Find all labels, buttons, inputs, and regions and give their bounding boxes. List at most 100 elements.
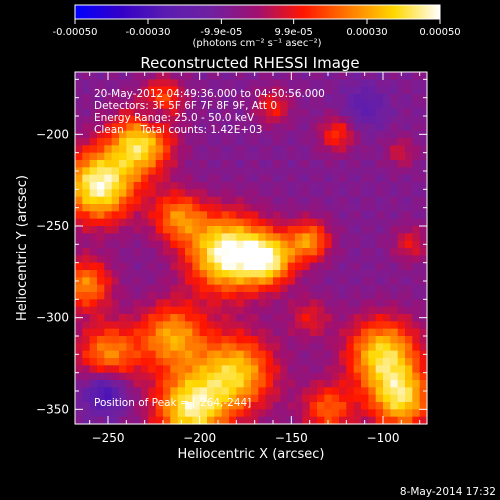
heatmap-cell [243, 167, 252, 176]
heatmap-cell [229, 138, 237, 146]
heatmap-cell [236, 372, 245, 381]
heatmap-cell [287, 94, 296, 102]
heatmap-cell [331, 262, 340, 271]
heatmap-cell [331, 380, 340, 388]
heatmap-cell [111, 196, 120, 205]
heatmap-cell [170, 284, 179, 293]
heatmap-cell [236, 116, 245, 124]
heatmap-cell [192, 380, 201, 388]
heatmap-cell [148, 358, 157, 366]
heatmap-cell [346, 182, 355, 190]
heatmap-cell [82, 167, 91, 176]
heatmap-cell [148, 174, 157, 183]
heatmap-cell [273, 182, 281, 190]
heatmap-cell [199, 79, 208, 88]
heatmap-cell [317, 292, 325, 300]
heatmap-cell [412, 233, 421, 242]
heatmap-cell [111, 218, 120, 227]
heatmap-cell [419, 262, 428, 271]
heatmap-cell [361, 394, 369, 403]
colorbar-unit-label: (photons cm⁻² s⁻¹ asec⁻²) [192, 38, 321, 49]
heatmap-cell [170, 160, 179, 168]
heatmap-cell [111, 72, 120, 80]
heatmap-cell [133, 350, 142, 359]
heatmap-cell [324, 138, 333, 146]
heatmap-cell [309, 138, 318, 146]
heatmap-cell [346, 145, 355, 154]
heatmap-cell [243, 123, 252, 132]
heatmap-cell [133, 174, 142, 183]
heatmap-cell [229, 409, 237, 418]
heatmap-cell [111, 416, 120, 425]
heatmap-cell [331, 321, 340, 330]
heatmap-cell [185, 101, 193, 110]
heatmap-cell [192, 138, 201, 146]
heatmap-cell [353, 123, 362, 132]
heatmap-cell [339, 402, 347, 410]
heatmap-cell [75, 416, 83, 425]
heatmap-cell [207, 167, 215, 176]
heatmap-cell [405, 108, 413, 117]
heatmap-cell [339, 160, 347, 168]
heatmap-cell [163, 387, 171, 396]
heatmap-cell [163, 108, 171, 117]
heatmap-cell [133, 204, 142, 212]
heatmap-cell [141, 240, 149, 249]
heatmap-cell [97, 394, 105, 403]
heatmap-cell [353, 284, 362, 293]
heatmap-cell [258, 270, 267, 278]
heatmap-cell [82, 174, 91, 183]
heatmap-cell [251, 402, 259, 410]
heatmap-cell [141, 174, 149, 183]
heatmap-cell [331, 292, 340, 300]
heatmap-cell [280, 167, 289, 176]
heatmap-cell [287, 306, 296, 315]
heatmap-cell [397, 123, 406, 132]
heatmap-cell [97, 262, 105, 271]
heatmap-cell [353, 248, 362, 256]
heatmap-cell [89, 211, 98, 220]
heatmap-cell [265, 277, 274, 286]
heatmap-cell [375, 240, 384, 249]
heatmap-cell [141, 358, 149, 366]
heatmap-cell [265, 189, 274, 198]
heatmap-cell [75, 321, 83, 330]
heatmap-cell [324, 409, 333, 418]
heatmap-cell [383, 270, 391, 278]
heatmap-cell [309, 145, 318, 154]
heatmap-cell [383, 277, 391, 286]
heatmap-cell [295, 101, 303, 110]
heatmap-cell [287, 86, 296, 95]
heatmap-cell [97, 350, 105, 359]
heatmap-cell [170, 182, 179, 190]
heatmap-cell [273, 409, 281, 418]
heatmap-cell [192, 94, 201, 102]
heatmap-cell [207, 409, 215, 418]
heatmap-cell [97, 138, 105, 146]
heatmap-cell [207, 416, 215, 425]
heatmap-cell [375, 145, 384, 154]
heatmap-cell [89, 306, 98, 315]
heatmap-cell [302, 116, 311, 124]
heatmap-cell [133, 299, 142, 308]
heatmap-cell [383, 380, 391, 388]
heatmap-cell [207, 160, 215, 168]
heatmap-cell [148, 211, 157, 220]
heatmap-cell [251, 204, 259, 212]
heatmap-cell [273, 365, 281, 374]
heatmap-cell [368, 211, 377, 220]
heatmap-cell [324, 402, 333, 410]
heatmap-cell [126, 174, 135, 183]
heatmap-cell [82, 314, 91, 322]
heatmap-cell [221, 394, 230, 403]
heatmap-cell [111, 116, 120, 124]
heatmap-cell [75, 101, 83, 110]
heatmap-cell [89, 240, 98, 249]
heatmap-cell [221, 233, 230, 242]
heatmap-cell [390, 262, 399, 271]
heatmap-cell [177, 358, 186, 366]
heatmap-cell [361, 409, 369, 418]
heatmap-cell [163, 226, 171, 234]
heatmap-cell [148, 387, 157, 396]
